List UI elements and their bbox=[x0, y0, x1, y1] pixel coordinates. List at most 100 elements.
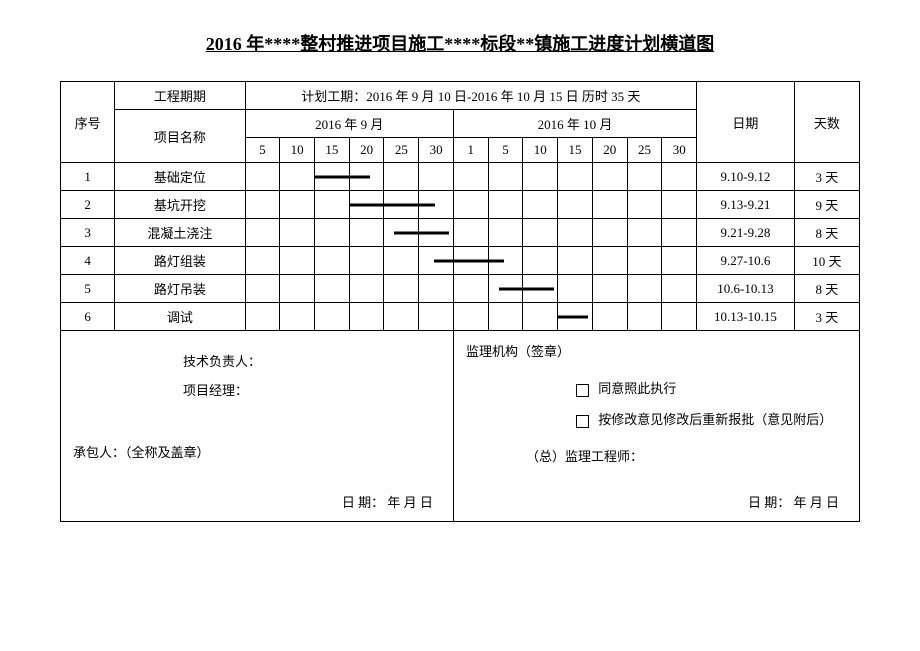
gantt-cell bbox=[558, 275, 593, 303]
gantt-cell bbox=[419, 219, 454, 247]
gantt-cell bbox=[419, 275, 454, 303]
cell-seq: 1 bbox=[61, 163, 115, 191]
day-head: 25 bbox=[384, 138, 419, 163]
gantt-cell bbox=[662, 303, 697, 331]
gantt-cell bbox=[315, 191, 350, 219]
gantt-cell bbox=[315, 303, 350, 331]
cell-seq: 4 bbox=[61, 247, 115, 275]
pm-label: 项目经理： bbox=[183, 380, 441, 399]
gantt-cell bbox=[384, 219, 419, 247]
footer-left: 技术负责人： 项目经理： 承包人：（全称及盖章） 日 期： 年 月 日 bbox=[61, 331, 454, 522]
gantt-cell bbox=[662, 219, 697, 247]
page-title: 2016 年****整村推进项目施工****标段**镇施工进度计划横道图 bbox=[60, 30, 860, 56]
gantt-cell bbox=[488, 191, 523, 219]
table-row: 3混凝土浇注9.21-9.288 天 bbox=[61, 219, 860, 247]
gantt-cell bbox=[349, 163, 384, 191]
gantt-cell bbox=[315, 247, 350, 275]
gantt-cell bbox=[245, 191, 280, 219]
col-date: 日期 bbox=[697, 82, 795, 163]
footer-right: 监理机构（签章） 同意照此执行 按修改意见修改后重新报批（意见附后） （总）监理… bbox=[453, 331, 859, 522]
opt1-label: 同意照此执行 bbox=[598, 381, 676, 396]
gantt-cell bbox=[419, 191, 454, 219]
gantt-cell bbox=[315, 219, 350, 247]
gantt-cell bbox=[384, 247, 419, 275]
gantt-cell bbox=[523, 191, 558, 219]
plan-period: 计划工期：2016 年 9 月 10 日-2016 年 10 月 15 日 历时… bbox=[245, 82, 697, 110]
gantt-cell bbox=[488, 247, 523, 275]
col-item-name: 项目名称 bbox=[115, 110, 245, 163]
gantt-cell bbox=[627, 219, 662, 247]
cell-name: 调试 bbox=[115, 303, 245, 331]
day-head: 20 bbox=[349, 138, 384, 163]
cell-date: 9.27-10.6 bbox=[697, 247, 795, 275]
day-head: 1 bbox=[453, 138, 488, 163]
gantt-cell bbox=[523, 247, 558, 275]
opt2-label: 按修改意见修改后重新报批（意见附后） bbox=[598, 412, 832, 427]
month-oct: 2016 年 10 月 bbox=[453, 110, 696, 138]
cell-name: 路灯吊装 bbox=[115, 275, 245, 303]
cell-date: 9.10-9.12 bbox=[697, 163, 795, 191]
cell-name: 基础定位 bbox=[115, 163, 245, 191]
gantt-cell bbox=[558, 219, 593, 247]
col-days: 天数 bbox=[794, 82, 859, 163]
gantt-cell bbox=[280, 191, 315, 219]
gantt-cell bbox=[419, 247, 454, 275]
gantt-cell bbox=[245, 163, 280, 191]
gantt-cell bbox=[453, 163, 488, 191]
gantt-cell bbox=[453, 247, 488, 275]
gantt-cell bbox=[488, 163, 523, 191]
gantt-cell bbox=[592, 275, 627, 303]
gantt-cell bbox=[488, 275, 523, 303]
gantt-cell bbox=[280, 303, 315, 331]
gantt-cell bbox=[245, 247, 280, 275]
contractor-label: 承包人：（全称及盖章） bbox=[73, 442, 210, 461]
cell-days: 8 天 bbox=[794, 219, 859, 247]
day-head: 30 bbox=[419, 138, 454, 163]
cell-days: 9 天 bbox=[794, 191, 859, 219]
date-left: 日 期： 年 月 日 bbox=[342, 492, 433, 511]
cell-seq: 3 bbox=[61, 219, 115, 247]
cell-date: 10.13-10.15 bbox=[697, 303, 795, 331]
gantt-cell bbox=[592, 247, 627, 275]
gantt-cell bbox=[523, 275, 558, 303]
cell-date: 10.6-10.13 bbox=[697, 275, 795, 303]
table-row: 4路灯组装9.27-10.610 天 bbox=[61, 247, 860, 275]
cell-days: 8 天 bbox=[794, 275, 859, 303]
gantt-cell bbox=[453, 191, 488, 219]
gantt-table: 序号 工程期期 计划工期：2016 年 9 月 10 日-2016 年 10 月… bbox=[60, 81, 860, 522]
gantt-cell bbox=[627, 247, 662, 275]
col-seq: 序号 bbox=[61, 82, 115, 163]
cell-seq: 2 bbox=[61, 191, 115, 219]
gantt-cell bbox=[280, 275, 315, 303]
gantt-cell bbox=[419, 163, 454, 191]
day-head: 20 bbox=[592, 138, 627, 163]
gantt-bar bbox=[558, 315, 588, 318]
cell-date: 9.21-9.28 bbox=[697, 219, 795, 247]
gantt-cell bbox=[384, 191, 419, 219]
gantt-cell bbox=[627, 191, 662, 219]
gantt-cell bbox=[488, 303, 523, 331]
gantt-cell bbox=[384, 163, 419, 191]
gantt-cell bbox=[558, 191, 593, 219]
gantt-cell bbox=[523, 219, 558, 247]
col-period: 工程期期 bbox=[115, 82, 245, 110]
cell-days: 3 天 bbox=[794, 303, 859, 331]
gantt-cell bbox=[592, 303, 627, 331]
table-row: 2基坑开挖9.13-9.219 天 bbox=[61, 191, 860, 219]
day-head: 25 bbox=[627, 138, 662, 163]
gantt-cell bbox=[592, 219, 627, 247]
gantt-cell bbox=[627, 303, 662, 331]
gantt-cell bbox=[349, 191, 384, 219]
gantt-cell bbox=[349, 247, 384, 275]
cell-name: 基坑开挖 bbox=[115, 191, 245, 219]
gantt-cell bbox=[627, 163, 662, 191]
gantt-cell bbox=[453, 275, 488, 303]
day-head: 5 bbox=[245, 138, 280, 163]
table-row: 6调试 10.13-10.153 天 bbox=[61, 303, 860, 331]
gantt-cell bbox=[662, 275, 697, 303]
cell-seq: 6 bbox=[61, 303, 115, 331]
table-row: 1基础定位9.10-9.123 天 bbox=[61, 163, 860, 191]
gantt-cell bbox=[315, 163, 350, 191]
gantt-cell bbox=[662, 163, 697, 191]
cell-seq: 5 bbox=[61, 275, 115, 303]
